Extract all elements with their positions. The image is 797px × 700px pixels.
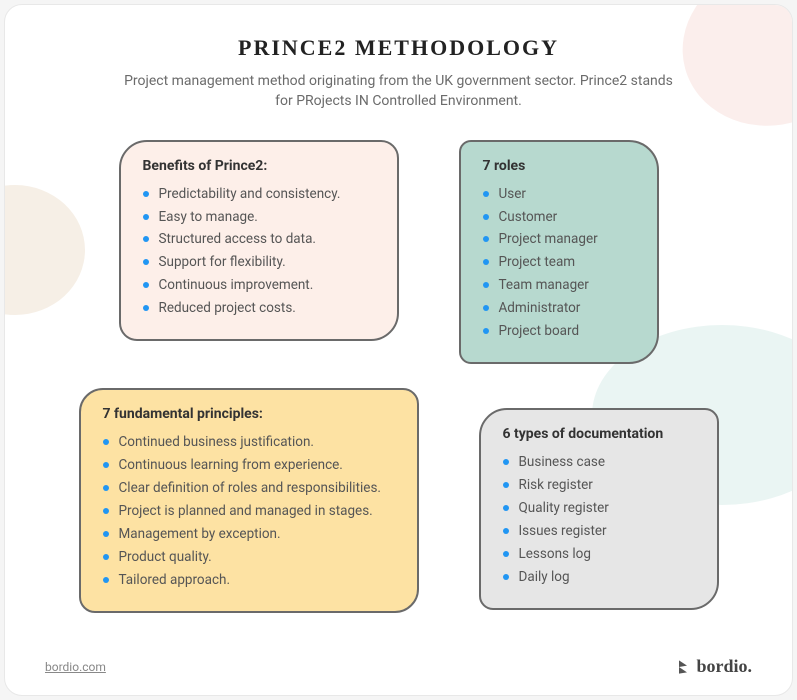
list-item: Easy to manage. bbox=[143, 207, 375, 228]
list-item: Project board bbox=[483, 321, 635, 342]
footer-link[interactable]: bordio.com bbox=[45, 660, 106, 674]
list-item: Project manager bbox=[483, 229, 635, 250]
list-item: Issues register bbox=[503, 521, 695, 542]
list-item: Daily log bbox=[503, 567, 695, 588]
list-item: Support for flexibility. bbox=[143, 252, 375, 273]
list-item: Quality register bbox=[503, 498, 695, 519]
box-principles-heading: 7 fundamental principles: bbox=[103, 406, 395, 422]
box-principles-list: Continued business justification. Contin… bbox=[103, 432, 395, 590]
box-grid: Benefits of Prince2: Predictability and … bbox=[45, 140, 752, 613]
list-item: Business case bbox=[503, 452, 695, 473]
list-item: User bbox=[483, 184, 635, 205]
list-item: Continuous improvement. bbox=[143, 275, 375, 296]
list-item: Continued business justification. bbox=[103, 432, 395, 453]
list-item: Customer bbox=[483, 207, 635, 228]
list-item: Continuous learning from experience. bbox=[103, 455, 395, 476]
box-docs-list: Business case Risk register Quality regi… bbox=[503, 452, 695, 588]
logo-mark-icon bbox=[676, 659, 690, 675]
box-roles-list: User Customer Project manager Project te… bbox=[483, 184, 635, 342]
list-item: Structured access to data. bbox=[143, 229, 375, 250]
infographic-card: PRINCE2 METHODOLOGY Project management m… bbox=[4, 4, 793, 696]
list-item: Product quality. bbox=[103, 547, 395, 568]
page-title: PRINCE2 METHODOLOGY bbox=[45, 35, 752, 61]
box-benefits-heading: Benefits of Prince2: bbox=[143, 158, 375, 174]
list-item: Administrator bbox=[483, 298, 635, 319]
brand-logo: bordio. bbox=[676, 656, 752, 677]
list-item: Predictability and consistency. bbox=[143, 184, 375, 205]
box-roles: 7 roles User Customer Project manager Pr… bbox=[459, 140, 659, 364]
box-docs-heading: 6 types of documentation bbox=[503, 426, 695, 442]
list-item: Project is planned and managed in stages… bbox=[103, 501, 395, 522]
box-principles: 7 fundamental principles: Continued busi… bbox=[79, 388, 419, 612]
box-benefits: Benefits of Prince2: Predictability and … bbox=[119, 140, 399, 342]
footer: bordio.com bordio. bbox=[45, 656, 752, 677]
logo-text: bordio. bbox=[696, 656, 752, 677]
list-item: Risk register bbox=[503, 475, 695, 496]
list-item: Management by exception. bbox=[103, 524, 395, 545]
list-item: Team manager bbox=[483, 275, 635, 296]
box-benefits-list: Predictability and consistency. Easy to … bbox=[143, 184, 375, 320]
list-item: Clear definition of roles and responsibi… bbox=[103, 478, 395, 499]
page-subtitle: Project management method originating fr… bbox=[119, 71, 679, 112]
list-item: Tailored approach. bbox=[103, 570, 395, 591]
content-area: PRINCE2 METHODOLOGY Project management m… bbox=[5, 5, 792, 695]
list-item: Reduced project costs. bbox=[143, 298, 375, 319]
list-item: Lessons log bbox=[503, 544, 695, 565]
box-roles-heading: 7 roles bbox=[483, 158, 635, 174]
box-docs: 6 types of documentation Business case R… bbox=[479, 408, 719, 610]
list-item: Project team bbox=[483, 252, 635, 273]
